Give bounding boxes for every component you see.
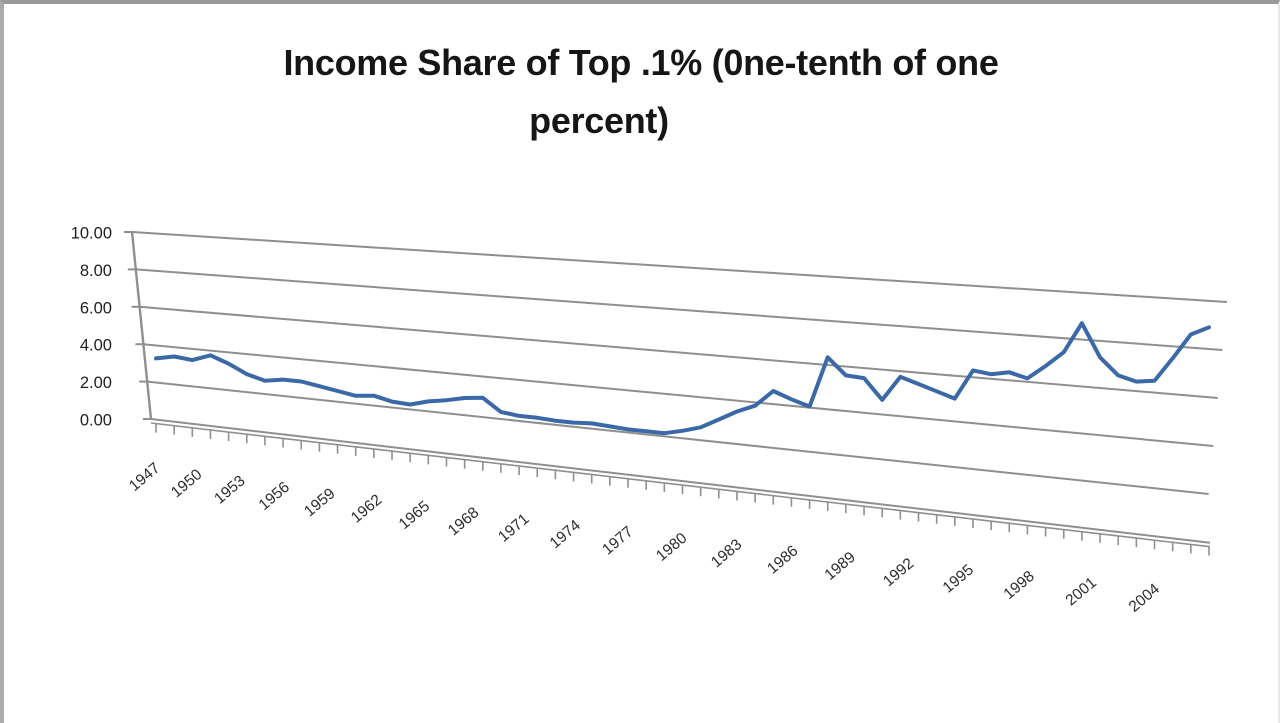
- x-axis-label-1986: 1986: [764, 542, 801, 577]
- x-axis-label-1959: 1959: [301, 485, 338, 520]
- x-axis-label-1968: 1968: [445, 504, 482, 539]
- y-axis-label-2.00: 2.00: [80, 374, 112, 392]
- gridline-8.00: [135, 268, 1223, 351]
- y-axis-line: [130, 231, 153, 420]
- gridline-4.00: [143, 343, 1214, 447]
- x-axis-label-1983: 1983: [708, 536, 745, 571]
- gridline-10.00: [131, 231, 1228, 303]
- x-axis-label-2004: 2004: [1126, 580, 1164, 615]
- x-axis-label-2001: 2001: [1063, 574, 1100, 609]
- y-axis-label-4.00: 4.00: [80, 337, 112, 355]
- x-axis-label-1965: 1965: [396, 498, 433, 533]
- x-axis-floor-edge: [150, 422, 1211, 548]
- x-axis-label-1947: 1947: [126, 460, 163, 495]
- x-axis-line: [150, 418, 1211, 544]
- x-axis-label-1974: 1974: [547, 517, 585, 552]
- x-axis-label-1950: 1950: [168, 466, 206, 501]
- y-axis-label-0.00: 0.00: [80, 412, 112, 430]
- x-axis-label-1980: 1980: [653, 529, 691, 564]
- gridline-2.00: [147, 380, 1209, 495]
- x-axis-label-1998: 1998: [1001, 568, 1038, 603]
- x-axis-label-1971: 1971: [495, 511, 532, 546]
- x-axis-label-1995: 1995: [940, 561, 977, 596]
- y-axis-label-8.00: 8.00: [80, 262, 112, 280]
- x-axis-label-1977: 1977: [599, 523, 636, 558]
- chart-title: Income Share of Top .1% (0ne-tenth of on…: [4, 34, 1278, 150]
- income-share-series-line: [154, 321, 1211, 436]
- gridline-6.00: [139, 305, 1218, 399]
- x-axis-label-1989: 1989: [821, 549, 858, 584]
- y-axis-label-10.00: 10.00: [71, 225, 112, 243]
- x-axis-label-1956: 1956: [256, 479, 293, 514]
- x-axis-label-1953: 1953: [211, 472, 248, 507]
- chart-title-line1: Income Share of Top .1% (0ne-tenth of on…: [283, 42, 999, 83]
- x-axis-label-1962: 1962: [348, 491, 385, 526]
- x-axis-label-1992: 1992: [880, 555, 917, 590]
- y-axis-label-6.00: 6.00: [80, 299, 112, 317]
- chart-title-line2: percent): [529, 100, 669, 141]
